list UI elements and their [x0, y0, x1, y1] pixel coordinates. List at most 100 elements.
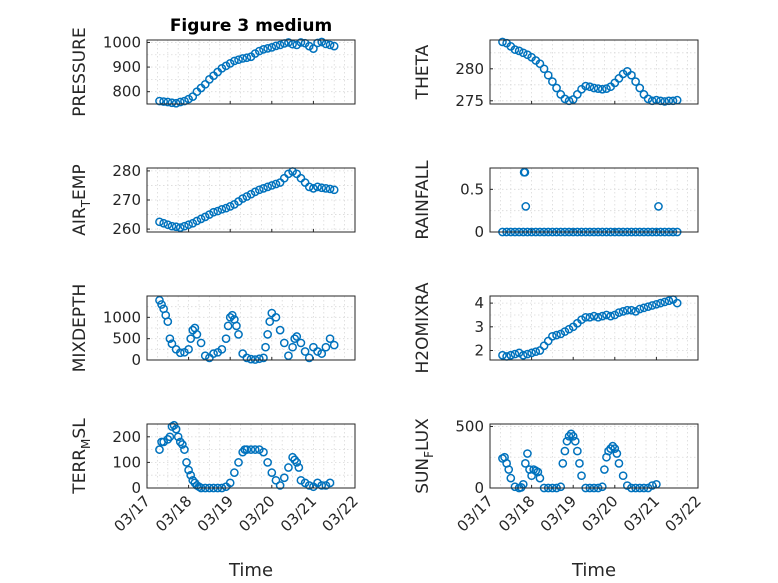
data-point — [589, 311, 599, 321]
y-tick-label: 275 — [455, 92, 484, 110]
data-point — [288, 342, 297, 352]
data-point — [267, 181, 277, 190]
data-point — [527, 348, 536, 358]
data-point — [230, 468, 239, 477]
data-point — [230, 56, 239, 66]
subplot-pressure: 800 900 1000 PRESSURE — [70, 27, 356, 117]
data-point — [234, 458, 243, 467]
data-point — [518, 48, 528, 58]
y-tick-label: 500 — [112, 330, 141, 348]
data-point — [217, 344, 227, 354]
data-point — [200, 212, 210, 222]
y-axis-label: TERRMSL — [70, 418, 93, 495]
data-point — [506, 473, 516, 483]
data-point — [325, 184, 335, 194]
data-point — [660, 297, 670, 307]
data-point — [225, 312, 235, 322]
data-point — [209, 349, 218, 358]
data-point — [279, 338, 289, 348]
data-point — [267, 43, 277, 52]
data-point — [296, 338, 306, 348]
data-point — [597, 482, 607, 492]
data-point — [225, 478, 235, 488]
axes-box — [146, 423, 356, 489]
data-point — [523, 349, 532, 359]
y-tick-label: 280 — [455, 60, 484, 78]
data-point — [242, 445, 252, 454]
data-point — [155, 96, 164, 106]
data-point — [325, 334, 335, 344]
data-point — [608, 441, 618, 451]
data-point — [221, 334, 231, 344]
data-point — [627, 70, 636, 80]
data-point — [234, 55, 243, 65]
data-point — [275, 481, 285, 490]
data-point — [329, 41, 339, 51]
data-point — [600, 465, 609, 474]
data-point — [180, 96, 189, 106]
data-point — [573, 446, 582, 456]
data-point — [271, 475, 281, 485]
y-axis-label: H2OMIXRA — [413, 282, 433, 373]
subplot-theta: 275 280 THETA — [413, 37, 699, 110]
data-point — [518, 350, 528, 360]
axes-box — [146, 167, 356, 233]
data-point — [267, 468, 277, 477]
data-point — [186, 470, 196, 480]
data-point — [290, 334, 300, 344]
data-point — [196, 214, 206, 224]
data-point — [155, 217, 164, 227]
data-point — [290, 455, 300, 465]
data-point — [317, 183, 327, 193]
data-point — [238, 194, 248, 203]
data-point — [192, 330, 202, 339]
data-point — [246, 189, 256, 199]
data-point — [232, 321, 241, 331]
data-point — [163, 220, 173, 230]
data-point — [182, 458, 191, 467]
axes-box — [146, 295, 356, 361]
data-point — [309, 44, 318, 53]
y-tick-label: 900 — [112, 58, 141, 76]
data-point — [254, 185, 264, 195]
data-point — [200, 79, 210, 89]
data-point — [510, 349, 520, 359]
data-point — [167, 221, 177, 231]
y-tick-label: 280 — [112, 162, 141, 180]
y-tick-label: 0 — [474, 223, 484, 241]
subplot-h2omixra: 2 3 4 H2OMIXRA — [413, 282, 699, 374]
data-point — [535, 59, 545, 69]
data-point — [178, 440, 187, 449]
data-point — [184, 465, 193, 475]
data-point — [514, 46, 524, 56]
subplot-rainfall: 0 0.5 RAINFALL — [413, 160, 699, 241]
data-point — [163, 317, 173, 326]
data-point — [652, 299, 661, 309]
data-point — [506, 350, 516, 360]
data-point — [188, 475, 198, 485]
data-point — [639, 303, 649, 313]
data-point — [192, 216, 202, 226]
data-point — [300, 347, 310, 356]
data-point — [171, 424, 181, 434]
data-point — [660, 97, 670, 106]
data-point — [566, 429, 576, 439]
data-point — [552, 83, 561, 93]
data-point — [548, 331, 557, 341]
data-point — [573, 90, 582, 99]
data-point — [556, 482, 566, 492]
data-point — [321, 184, 331, 193]
data-point — [643, 94, 653, 104]
data-point — [271, 41, 281, 51]
data-point — [575, 459, 584, 468]
data-point — [618, 307, 628, 316]
data-point — [627, 305, 636, 315]
data-point — [225, 202, 235, 211]
y-tick-label: 500 — [455, 417, 484, 435]
data-point — [263, 330, 272, 339]
data-point — [279, 473, 289, 483]
data-point — [242, 353, 252, 363]
data-point — [186, 334, 196, 344]
y-tick-label: 1000 — [103, 33, 141, 51]
